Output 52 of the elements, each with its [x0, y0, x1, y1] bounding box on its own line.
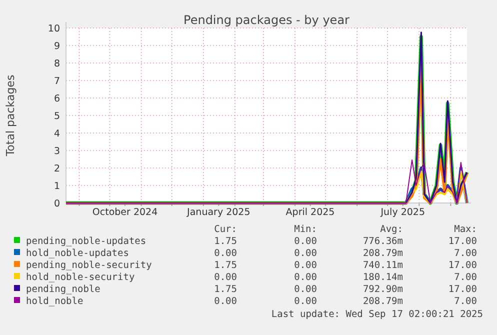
chart-title: Pending packages - by year: [184, 13, 350, 27]
text: 0.00: [294, 248, 318, 259]
text: Min:: [294, 224, 317, 235]
x-tick-label: October 2024: [92, 207, 158, 218]
text: 792.90m: [362, 284, 404, 295]
y-axis-title: Total packages: [4, 74, 17, 158]
text: 208.79m: [362, 296, 404, 307]
y-tick-label: 5: [54, 111, 60, 122]
text: Cur:: [214, 224, 237, 235]
legend-label: hold_noble-updates: [26, 248, 129, 259]
text: 17.00: [448, 284, 478, 295]
text: 1.75: [214, 260, 237, 271]
text: 0.00: [294, 260, 318, 271]
y-tick-label: 9: [54, 41, 60, 52]
text: 0.00: [214, 296, 238, 307]
legend-label: pending_noble: [26, 284, 101, 295]
text: 0.00: [294, 296, 318, 307]
text: 0.00: [294, 272, 318, 283]
text: 776.36m: [362, 236, 404, 247]
y-tick-label: 3: [54, 146, 60, 157]
text: Max:: [454, 224, 477, 235]
y-tick-label: 10: [48, 24, 60, 34]
text: 17.00: [448, 236, 478, 247]
text: 1.75: [214, 236, 237, 247]
legend-label: pending_noble-updates: [26, 236, 146, 247]
text: 1.75: [214, 284, 237, 295]
text: 208.79m: [362, 248, 404, 259]
legend-label: pending_noble-security: [26, 260, 152, 271]
legend-label: hold_noble-security: [26, 272, 135, 283]
text: 740.11m: [362, 260, 404, 271]
text: 0.00: [214, 248, 238, 259]
y-tick-label: 6: [54, 94, 60, 104]
x-tick-label: April 2025: [286, 207, 335, 218]
y-tick-label: 0: [54, 198, 60, 210]
x-tick-label: July 2025: [380, 207, 426, 218]
y-tick-label: 8: [54, 58, 60, 70]
x-tick-label: January 2025: [186, 207, 250, 218]
legend-label: hold_noble: [26, 296, 84, 307]
text: 0.00: [214, 272, 238, 283]
y-tick-label: 7: [54, 76, 60, 87]
text: 7.00: [454, 248, 478, 259]
y-tick-label: 2: [54, 164, 60, 174]
text: 7.00: [454, 272, 478, 283]
y-tick-label: 1: [54, 181, 60, 192]
text: 180.14m: [362, 272, 404, 283]
text: 17.00: [448, 260, 478, 271]
text: 7.00: [454, 296, 478, 307]
text: 0.00: [294, 236, 318, 247]
y-tick-label: 4: [54, 128, 60, 140]
text: Avg:: [380, 224, 403, 235]
text: 0.00: [294, 284, 318, 295]
text: Last update: Wed Sep 17 02:00:21 2025: [271, 309, 483, 320]
